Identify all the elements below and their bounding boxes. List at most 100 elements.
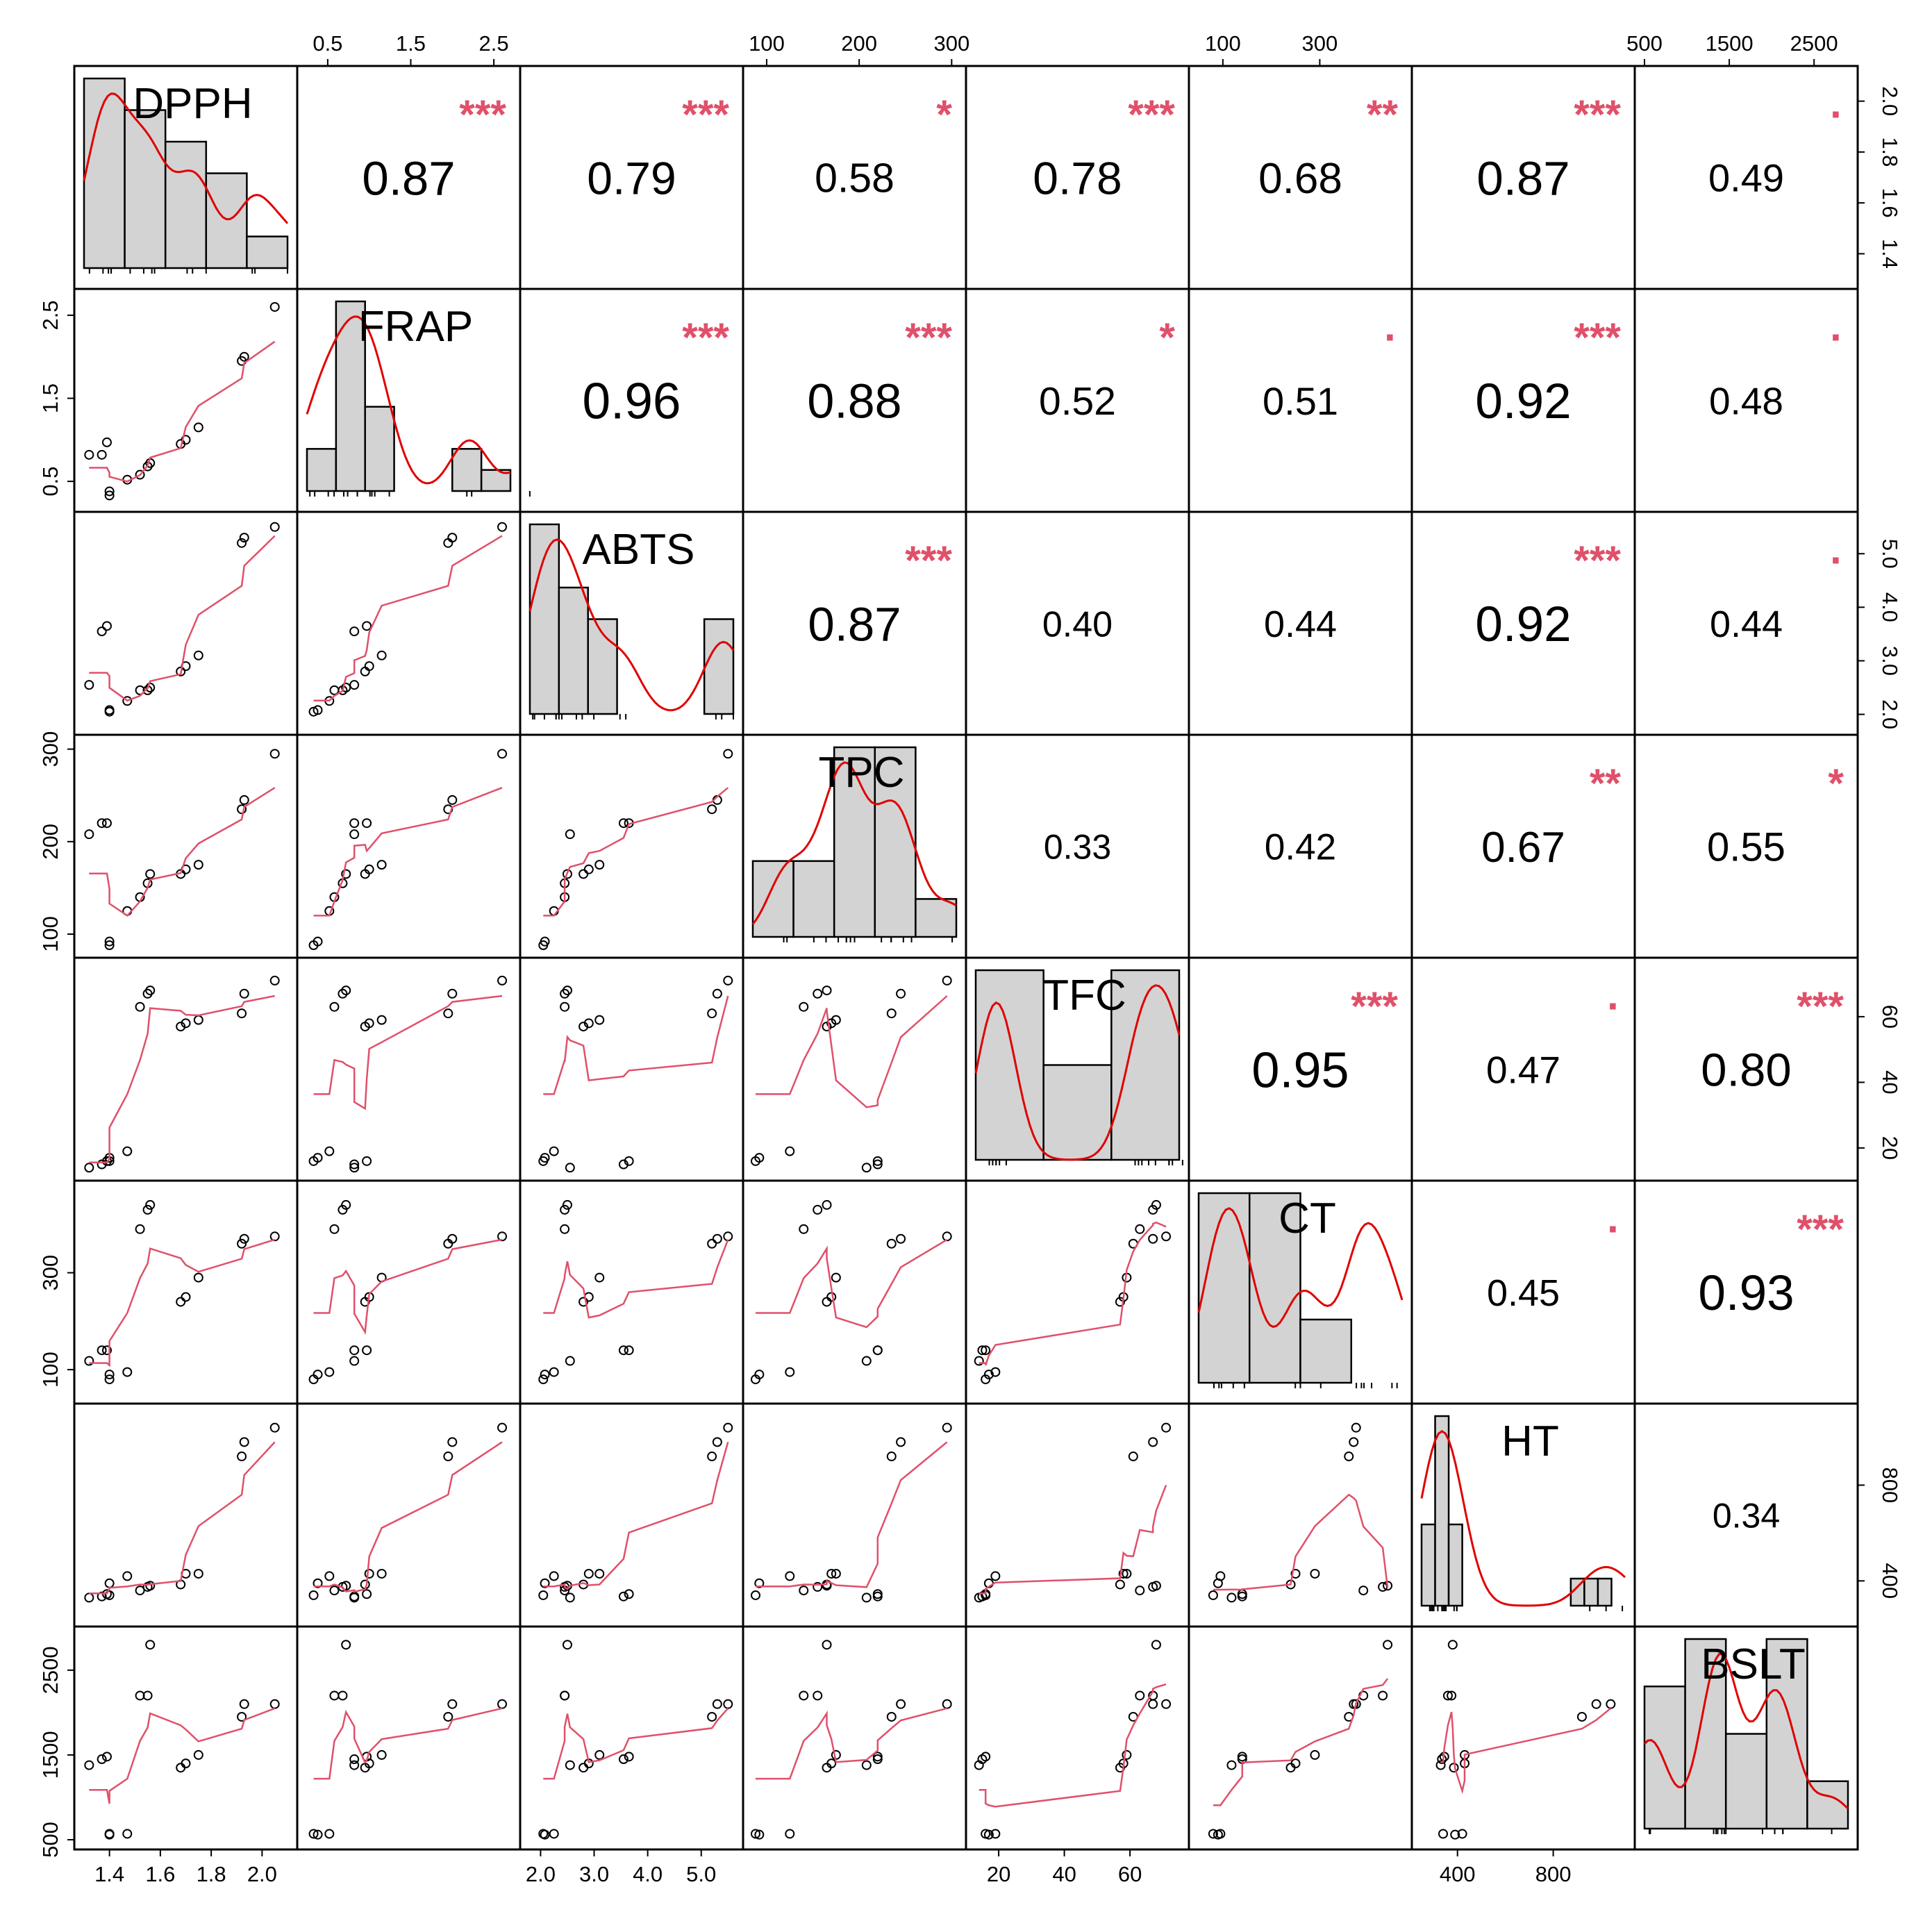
scatter-point	[540, 1829, 550, 1840]
scatter-point	[104, 705, 115, 715]
panel-tfc-dpph	[73, 956, 299, 1182]
scatter-point	[341, 869, 351, 879]
scatter-point	[447, 1699, 458, 1709]
significance-stars: ·	[1607, 983, 1621, 1029]
scatter-point	[329, 1001, 340, 1012]
scatter-point	[578, 1297, 589, 1307]
scatter-point	[896, 1437, 906, 1447]
scatter-point	[84, 1592, 94, 1603]
correlation-value: 0.49	[1708, 156, 1784, 200]
scatter-point	[896, 1699, 906, 1709]
tick-label: 4.0	[633, 1862, 663, 1886]
significance-stars: *	[1828, 761, 1844, 806]
histogram-bar	[246, 235, 289, 269]
significance-stars: ·	[1384, 314, 1398, 360]
scatter-point	[981, 1374, 991, 1385]
scatter-point	[269, 975, 280, 986]
panel-frame	[73, 733, 299, 959]
panel-dpph-frap: 0.87***	[296, 65, 522, 290]
smooth-line	[89, 1238, 276, 1367]
scatter-point	[237, 1008, 247, 1019]
scatter-point	[239, 795, 249, 805]
tick-label: 1.8	[1878, 137, 1902, 167]
histogram-bar	[1643, 1686, 1686, 1830]
correlation-value: 0.68	[1258, 155, 1342, 203]
tick-label: 1.6	[1878, 188, 1902, 218]
smooth-line	[756, 1707, 948, 1780]
scatter-point	[942, 1699, 952, 1709]
correlation-value: 0.67	[1481, 824, 1565, 872]
scatter-point	[84, 680, 94, 690]
panel-bslt-frap	[296, 1625, 522, 1851]
scatter-point	[578, 869, 589, 879]
scatter-point	[362, 1589, 372, 1599]
scatter-point	[1135, 1224, 1145, 1234]
scatter-point	[237, 804, 247, 815]
scatter-point	[1437, 1754, 1447, 1765]
histogram-bar	[1434, 1415, 1450, 1607]
scatter-point	[341, 1199, 351, 1210]
tick-label: 500	[38, 1822, 63, 1858]
density-curve	[751, 761, 957, 925]
scatter-point	[594, 1568, 605, 1579]
scatter-point	[239, 1233, 249, 1244]
scatter-point	[1151, 1199, 1161, 1210]
scatter-point	[886, 1008, 897, 1019]
scatter-point	[785, 1571, 795, 1581]
scatter-point	[181, 435, 191, 445]
panel-frame	[742, 1179, 967, 1405]
panel-abts-dpph	[73, 510, 299, 736]
scatter-point	[813, 988, 823, 999]
significance-stars: ***	[1797, 984, 1844, 1029]
smooth-line	[543, 1707, 729, 1780]
scatter-point	[983, 1829, 994, 1840]
panel-tfc-tpc	[742, 956, 967, 1182]
panel-ht-dpph	[73, 1402, 299, 1628]
panel-frame	[1633, 1625, 1859, 1851]
scatter-point	[1576, 1711, 1587, 1722]
panel-bslt-bslt: BSLT	[1633, 1625, 1859, 1851]
scatter-point	[560, 1001, 570, 1012]
correlation-value: 0.55	[1707, 824, 1785, 870]
scatter-point	[269, 301, 280, 312]
scatter-point	[145, 1581, 156, 1591]
density-curve	[1643, 1653, 1849, 1810]
scatter-point	[1148, 1233, 1158, 1244]
tick-label: 500	[1626, 31, 1663, 56]
scatter-point	[313, 1578, 323, 1588]
scatter-point	[707, 1008, 717, 1019]
scatter-point	[497, 1699, 508, 1709]
scatter-point	[540, 1578, 550, 1588]
scatter-point	[237, 1238, 247, 1249]
variable-name: ABTS	[583, 526, 695, 574]
scatter-point	[122, 1571, 133, 1581]
scatter-point	[84, 1760, 94, 1770]
scatter-point	[1148, 1204, 1158, 1215]
scatter-point	[364, 1568, 374, 1579]
histogram-bar	[792, 860, 835, 938]
scatter-point	[1447, 1690, 1457, 1701]
panel-ct-bslt: 0.93***	[1633, 1179, 1859, 1405]
scatter-point	[1310, 1568, 1320, 1579]
scatter-point	[754, 1153, 765, 1163]
scatter-point	[560, 1224, 570, 1234]
scatter-point	[376, 1568, 387, 1579]
scatter-point	[861, 1163, 872, 1173]
scatter-point	[785, 1146, 795, 1156]
scatter-point	[122, 1146, 133, 1156]
scatter-point	[1457, 1829, 1467, 1839]
scatter-point	[799, 1001, 809, 1012]
tick-label: 2500	[1790, 31, 1838, 56]
scatter-point	[364, 1018, 374, 1029]
scatter-point	[822, 986, 832, 996]
scatter-point	[135, 685, 145, 695]
tick-label: 100	[38, 916, 63, 952]
smooth-line	[89, 340, 276, 483]
tick-label: 800	[1535, 1862, 1572, 1886]
scatter-point	[269, 522, 280, 532]
scatter-point	[594, 1015, 605, 1025]
scatter-point	[104, 486, 115, 497]
scatter-point	[750, 1829, 760, 1839]
histogram-bar	[1110, 969, 1181, 1161]
histogram-bar	[1597, 1577, 1613, 1607]
